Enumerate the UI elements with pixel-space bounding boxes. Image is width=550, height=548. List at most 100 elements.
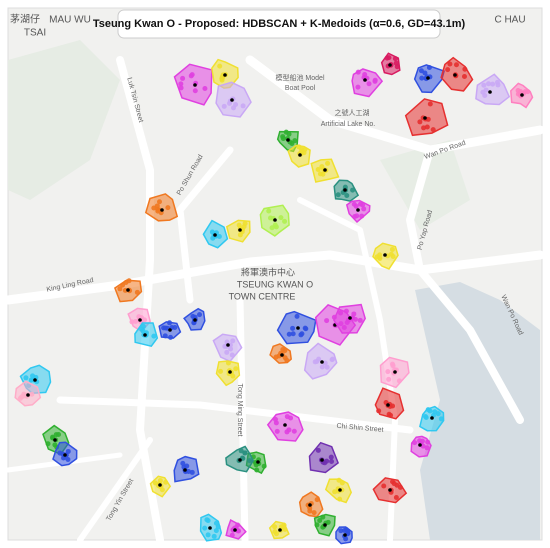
cluster-point — [302, 147, 308, 153]
cluster-point — [319, 164, 325, 170]
cluster-point — [247, 458, 253, 464]
cluster-point — [230, 373, 236, 379]
cluster-point — [337, 496, 343, 502]
place-label: C HAU — [494, 15, 525, 26]
cluster-point — [355, 69, 361, 75]
street-label: Chi Shin Street — [336, 423, 384, 434]
cluster-point — [412, 440, 418, 446]
cluster-point — [233, 366, 239, 372]
cluster-point — [317, 171, 323, 177]
place-label: Artificial Lake No. — [321, 121, 376, 128]
cluster-point — [290, 331, 296, 337]
cluster-point — [278, 215, 284, 221]
cluster-point — [386, 411, 392, 417]
cluster-point — [344, 193, 350, 199]
cluster-point — [219, 77, 225, 83]
cluster-point — [274, 428, 280, 434]
clusters — [14, 52, 534, 545]
medoid — [393, 370, 397, 374]
cluster-point — [205, 532, 211, 538]
cluster-point — [445, 67, 451, 73]
medoid — [298, 153, 302, 157]
cluster-point — [120, 282, 126, 288]
medoid — [343, 533, 347, 537]
cluster-point — [178, 81, 184, 87]
medoid — [193, 83, 197, 87]
medoid — [138, 318, 142, 322]
cluster-point — [329, 458, 335, 464]
medoid — [320, 360, 324, 364]
cluster-point — [302, 325, 308, 331]
cluster-point — [286, 331, 292, 337]
medoid — [160, 208, 164, 212]
medoid — [63, 453, 67, 457]
cluster-point — [390, 253, 396, 259]
cluster-point — [296, 144, 302, 150]
cluster-point — [366, 81, 372, 87]
cluster-point — [292, 138, 298, 144]
cluster-point — [172, 324, 178, 330]
medoid — [143, 333, 147, 337]
medoid — [230, 98, 234, 102]
cluster-point — [192, 88, 198, 94]
cluster-point — [242, 450, 248, 456]
medoid — [320, 458, 324, 462]
medoid — [238, 458, 242, 462]
place-label: 將軍澳市中心 — [241, 266, 295, 277]
cluster-point — [314, 522, 320, 528]
medoid — [183, 468, 187, 472]
cluster-point — [286, 131, 292, 137]
cluster-point — [338, 321, 344, 327]
place-label: MAU WU — [49, 15, 91, 26]
cluster-point — [438, 416, 444, 422]
cluster-point — [324, 458, 330, 464]
cluster-point — [184, 463, 190, 469]
cluster-point — [288, 415, 294, 421]
medoid — [208, 526, 212, 530]
cluster-point — [168, 334, 174, 340]
cluster-point — [461, 74, 467, 80]
cluster-point — [396, 378, 402, 384]
cluster-point — [204, 517, 210, 523]
cluster-point — [319, 364, 325, 370]
cluster-point — [23, 375, 29, 381]
cluster-point — [225, 360, 231, 366]
cluster-point — [332, 489, 338, 495]
medoid — [273, 218, 277, 222]
place-label: Boat Pool — [285, 85, 316, 92]
cluster-point — [335, 192, 341, 198]
cluster-point — [129, 319, 135, 325]
street-label: Tong Ming Street — [236, 384, 243, 437]
cluster-point — [422, 414, 428, 420]
cluster-point — [217, 63, 223, 69]
cluster-point — [272, 222, 278, 228]
medoid — [430, 416, 434, 420]
cluster-point — [117, 286, 123, 292]
cluster-point — [389, 246, 395, 252]
cluster-point — [350, 187, 356, 193]
cluster-point — [385, 369, 391, 375]
cluster-point — [282, 526, 288, 532]
cluster-point — [352, 213, 358, 219]
cluster-point — [282, 355, 288, 361]
cluster-point — [165, 205, 171, 211]
cluster-point — [240, 103, 246, 109]
medoid — [228, 370, 232, 374]
cluster-point — [273, 354, 279, 360]
place-label: 之號人工湖 — [335, 108, 370, 117]
cluster-point — [426, 65, 432, 71]
cluster-point — [481, 82, 487, 88]
cluster-point — [272, 524, 278, 530]
cluster-point — [254, 467, 260, 473]
cluster-point — [237, 232, 243, 238]
cluster-point — [381, 483, 387, 489]
place-label: 模型船池 Model — [275, 73, 324, 82]
water — [415, 282, 540, 540]
cluster-point — [427, 101, 433, 107]
cluster-point — [281, 522, 287, 528]
cluster-point — [320, 514, 326, 520]
cluster-point — [351, 311, 357, 317]
cluster-point — [228, 346, 234, 352]
cluster-point — [432, 409, 438, 415]
